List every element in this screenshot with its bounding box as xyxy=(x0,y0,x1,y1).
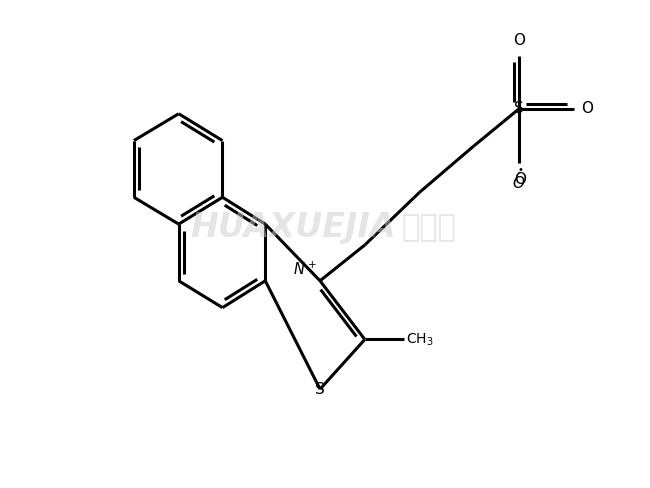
Text: $N^+$: $N^+$ xyxy=(293,260,317,278)
Text: •: • xyxy=(517,165,523,175)
Text: O: O xyxy=(514,172,526,187)
Text: HUAXUEJIA: HUAXUEJIA xyxy=(190,211,395,244)
Text: $\.O$: $\.O$ xyxy=(512,171,526,192)
Text: 化学加: 化学加 xyxy=(401,213,456,243)
Text: CH$_3$: CH$_3$ xyxy=(406,331,434,347)
Text: S: S xyxy=(315,382,325,397)
Text: O: O xyxy=(582,102,593,116)
Text: S: S xyxy=(514,102,524,116)
Text: O: O xyxy=(513,33,525,48)
